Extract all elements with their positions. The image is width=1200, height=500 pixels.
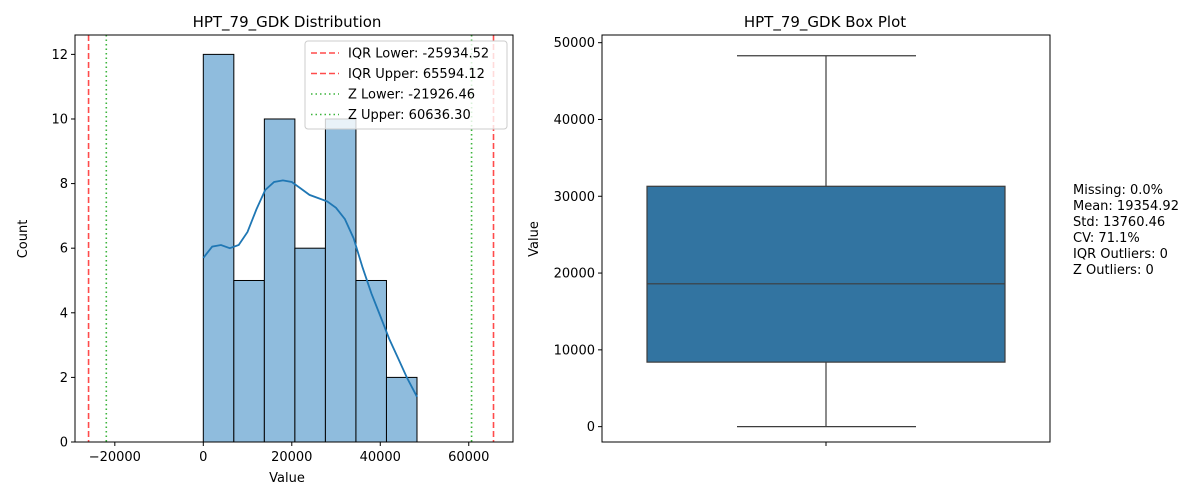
kde-curve	[202, 179, 418, 398]
histogram-x-tick-label: 0	[199, 450, 207, 465]
stat-mean: Mean: 19354.92	[1073, 199, 1179, 214]
legend-entry: Z Upper: 60636.30	[348, 108, 471, 123]
legend-entry: IQR Lower: -25934.52	[348, 47, 489, 62]
boxplot-y-tick-label: 30000	[554, 190, 595, 205]
histogram-panel: HPT_79_GDK Distribution −20000 0 20000 4000…	[16, 13, 514, 486]
histogram-frame	[74, 34, 514, 443]
histogram-y-tick-label: 10	[51, 112, 68, 127]
stat-cv: CV: 71.1%	[1073, 231, 1140, 246]
histogram-x-tick-label: 20000	[271, 450, 312, 465]
boxplot-y-axis-label: Value	[527, 221, 542, 257]
histogram-bar	[263, 118, 296, 443]
boxplot-panel: HPT_79_GDK Box Plot 0 10000 20000 30000 4000…	[527, 13, 1051, 446]
iqr-box	[646, 185, 1006, 363]
histogram-y-tick-label: 0	[60, 436, 68, 451]
histogram-x-tick-label: 60000	[448, 450, 489, 465]
histogram-y-tick-label: 2	[60, 371, 68, 386]
histogram-bar	[294, 247, 326, 443]
histogram-bar	[324, 118, 357, 443]
histogram-x-axis-label: Value	[269, 471, 305, 486]
histogram-y-tick-label: 6	[60, 242, 68, 257]
histogram-y-tick-label: 12	[51, 48, 68, 63]
stat-z-outliers: Z Outliers: 0	[1073, 263, 1154, 278]
histogram-title: HPT_79_GDK Distribution	[193, 13, 382, 32]
histogram-x-tick-label: −20000	[89, 450, 141, 465]
histogram-y-tick-label: 4	[60, 306, 68, 321]
histogram-bar	[355, 279, 387, 443]
stats-annotation: Missing: 0.0% Mean: 19354.92 Std: 13760.…	[1073, 183, 1179, 278]
stat-missing: Missing: 0.0%	[1073, 183, 1163, 198]
histogram-bar	[233, 279, 265, 443]
histogram-x-tick-label: 40000	[360, 450, 401, 465]
stat-iqr-outliers: IQR Outliers: 0	[1073, 247, 1168, 262]
boxplot-plot-area: 0 10000 20000 30000 40000 50000	[554, 34, 1051, 446]
boxplot-title: HPT_79_GDK Box Plot	[744, 13, 906, 32]
boxplot-y-tick-label: 50000	[554, 36, 595, 51]
legend-entry: IQR Upper: 65594.12	[348, 67, 485, 82]
boxplot-y-tick-label: 10000	[554, 343, 595, 358]
histogram-plot-area: −20000 0 20000 40000 60000 0 2 4 6 8 10 12 IQR Lower…	[51, 34, 514, 465]
legend-frame	[304, 40, 508, 130]
histogram-y-tick-label: 8	[60, 177, 68, 192]
legend-entry: Z Lower: -21926.46	[348, 88, 475, 103]
boxplot-y-tick-label: 0	[587, 420, 595, 435]
histogram-y-axis-label: Count	[16, 220, 31, 259]
histogram-legend: IQR Lower: -25934.52 IQR Upper: 65594.12 Z…	[304, 40, 508, 130]
boxplot-y-tick-label: 40000	[554, 113, 595, 128]
boxplot-y-tick-label: 20000	[554, 267, 595, 282]
stat-std: Std: 13760.46	[1073, 215, 1165, 230]
